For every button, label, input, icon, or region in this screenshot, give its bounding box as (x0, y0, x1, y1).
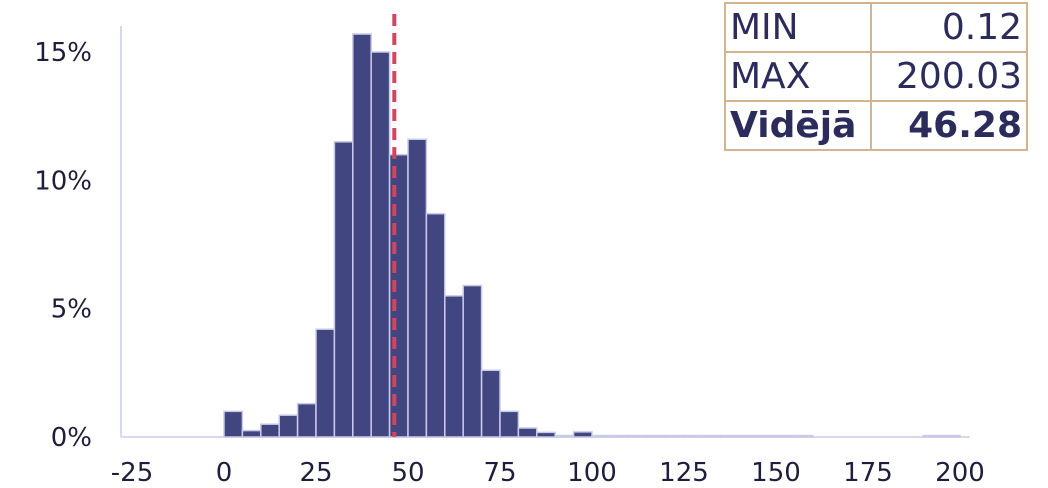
x-tick-label: 125 (659, 458, 709, 488)
x-tick-label: 50 (391, 458, 424, 488)
stats-row-max: MAX 200.03 (724, 51, 1028, 102)
histogram-bar (517, 427, 538, 438)
histogram-bar (315, 328, 336, 438)
histogram-bar (278, 414, 299, 438)
histogram-bar (370, 51, 391, 438)
histogram-bar (536, 431, 556, 438)
y-tick-label: 15% (34, 38, 92, 68)
histogram-bar (646, 434, 667, 438)
y-tick-label: 5% (51, 295, 92, 325)
x-tick-label: -25 (111, 458, 153, 488)
histogram-bar (352, 33, 372, 438)
histogram-bar (664, 434, 685, 438)
histogram-bar (775, 434, 796, 438)
histogram-bar (572, 431, 593, 438)
stats-row-min: MIN 0.12 (724, 2, 1028, 53)
histogram-bar (609, 434, 630, 438)
histogram-bar (720, 434, 740, 438)
min-value: 0.12 (870, 2, 1028, 53)
histogram-bar (241, 429, 262, 438)
histogram-bar (462, 284, 483, 438)
histogram-bar (793, 434, 814, 438)
min-label: MIN (724, 2, 872, 53)
histogram-bar (591, 434, 612, 438)
mean-value: 46.28 (870, 100, 1028, 151)
y-tick-label: 10% (34, 166, 92, 196)
histogram-bar (296, 402, 317, 438)
x-tick-label: 100 (567, 458, 617, 488)
x-tick-label: 75 (483, 458, 516, 488)
histogram-bar (260, 423, 280, 438)
x-tick-label: 175 (843, 458, 893, 488)
histogram-bar (444, 295, 464, 438)
histogram-bar (683, 434, 704, 438)
histogram-bar (425, 212, 446, 438)
histogram-bar (499, 410, 520, 438)
x-tick-labels: -25 0 25 50 75 100 125 150 175 200 (111, 458, 985, 488)
histogram-bar (407, 138, 428, 438)
histogram-bar (333, 141, 354, 438)
x-tick-label: 0 (216, 458, 233, 488)
x-tick-label: 200 (935, 458, 985, 488)
y-tick-label: 0% (51, 423, 92, 453)
stats-table: MIN 0.12 MAX 200.03 Vidējā 46.28 (724, 2, 1028, 151)
histogram-bar (480, 369, 501, 438)
x-tick-label: 25 (299, 458, 332, 488)
histogram-bar (922, 434, 943, 438)
max-label: MAX (724, 51, 872, 102)
max-value: 200.03 (870, 51, 1028, 102)
x-tick-label: 150 (751, 458, 801, 488)
histogram-bar (628, 434, 648, 438)
histogram-bar (756, 434, 777, 438)
stats-row-mean: Vidējā 46.28 (724, 100, 1028, 151)
histogram-bar (940, 434, 961, 438)
mean-label: Vidējā (724, 100, 872, 151)
y-tick-labels: 0% 5% 10% 15% (34, 38, 92, 453)
histogram-bar (554, 434, 575, 438)
histogram-bar (223, 410, 244, 438)
histogram-bar (738, 434, 759, 438)
histogram-bar (701, 434, 722, 438)
